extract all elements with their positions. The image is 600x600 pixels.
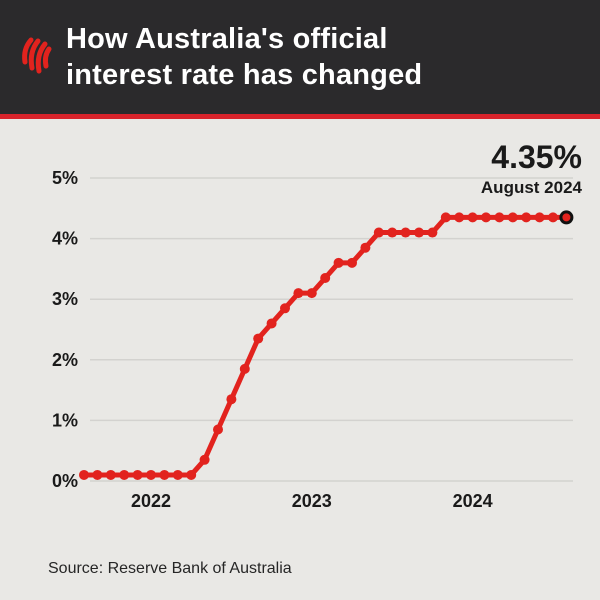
data-point-marker [92, 469, 103, 480]
data-point-marker [293, 288, 304, 299]
x-tick-label: 2024 [453, 491, 493, 511]
data-point-marker [226, 394, 237, 405]
data-point-marker [373, 227, 384, 238]
data-point-marker [306, 288, 317, 299]
data-point-marker [119, 469, 130, 480]
data-point-marker [186, 469, 197, 480]
data-point-marker [534, 212, 545, 223]
current-rate-annotation: 4.35% August 2024 [481, 140, 582, 199]
data-point-marker [239, 363, 250, 374]
data-point-marker [481, 212, 491, 223]
data-point-marker [253, 333, 264, 344]
data-point-marker [320, 272, 331, 283]
data-point-marker [333, 257, 344, 268]
page-title-line2: interest rate has changed [66, 59, 423, 91]
data-point-marker [347, 257, 357, 268]
data-point-marker [507, 212, 518, 223]
end-point-marker [559, 210, 574, 225]
data-point-marker [79, 469, 89, 480]
data-point-marker [467, 212, 478, 223]
source-note: Source: Reserve Bank of Australia [48, 560, 292, 577]
y-tick-label: 5% [52, 168, 78, 188]
y-tick-label: 1% [52, 410, 78, 430]
accent-stripe [0, 114, 600, 119]
data-point-marker [199, 454, 210, 465]
data-point-marker [494, 212, 505, 223]
data-point-marker [159, 469, 170, 480]
x-tick-label: 2022 [131, 491, 171, 511]
y-tick-label: 0% [52, 471, 78, 491]
sbs-mercury-logo-icon [18, 33, 58, 82]
data-point-marker [105, 469, 116, 480]
data-point-marker [414, 227, 424, 238]
data-point-marker [360, 242, 371, 253]
current-rate-value: 4.35% [491, 139, 582, 175]
data-point-marker [172, 469, 183, 480]
y-tick-label: 2% [52, 350, 78, 370]
data-point-marker [266, 318, 277, 329]
x-tick-label: 2023 [292, 491, 332, 511]
header: How Australia's official interest rate h… [0, 0, 600, 114]
rate-line [81, 214, 569, 478]
data-point-marker [521, 212, 532, 223]
data-point-marker [400, 227, 411, 238]
page-title: How Australia's official interest rate h… [66, 21, 422, 93]
data-point-marker [213, 424, 223, 435]
data-point-marker [440, 212, 451, 223]
data-point-marker [454, 212, 465, 223]
page-title-line1: How Australia's official [66, 23, 388, 55]
data-point-marker [387, 227, 398, 238]
data-point-marker [146, 469, 156, 480]
data-point-marker [280, 303, 290, 314]
y-tick-label: 3% [52, 289, 78, 309]
y-tick-label: 4% [52, 229, 78, 249]
data-point-marker [132, 469, 143, 480]
current-rate-date: August 2024 [480, 178, 582, 197]
data-point-marker [427, 227, 438, 238]
data-point-marker [548, 212, 558, 223]
